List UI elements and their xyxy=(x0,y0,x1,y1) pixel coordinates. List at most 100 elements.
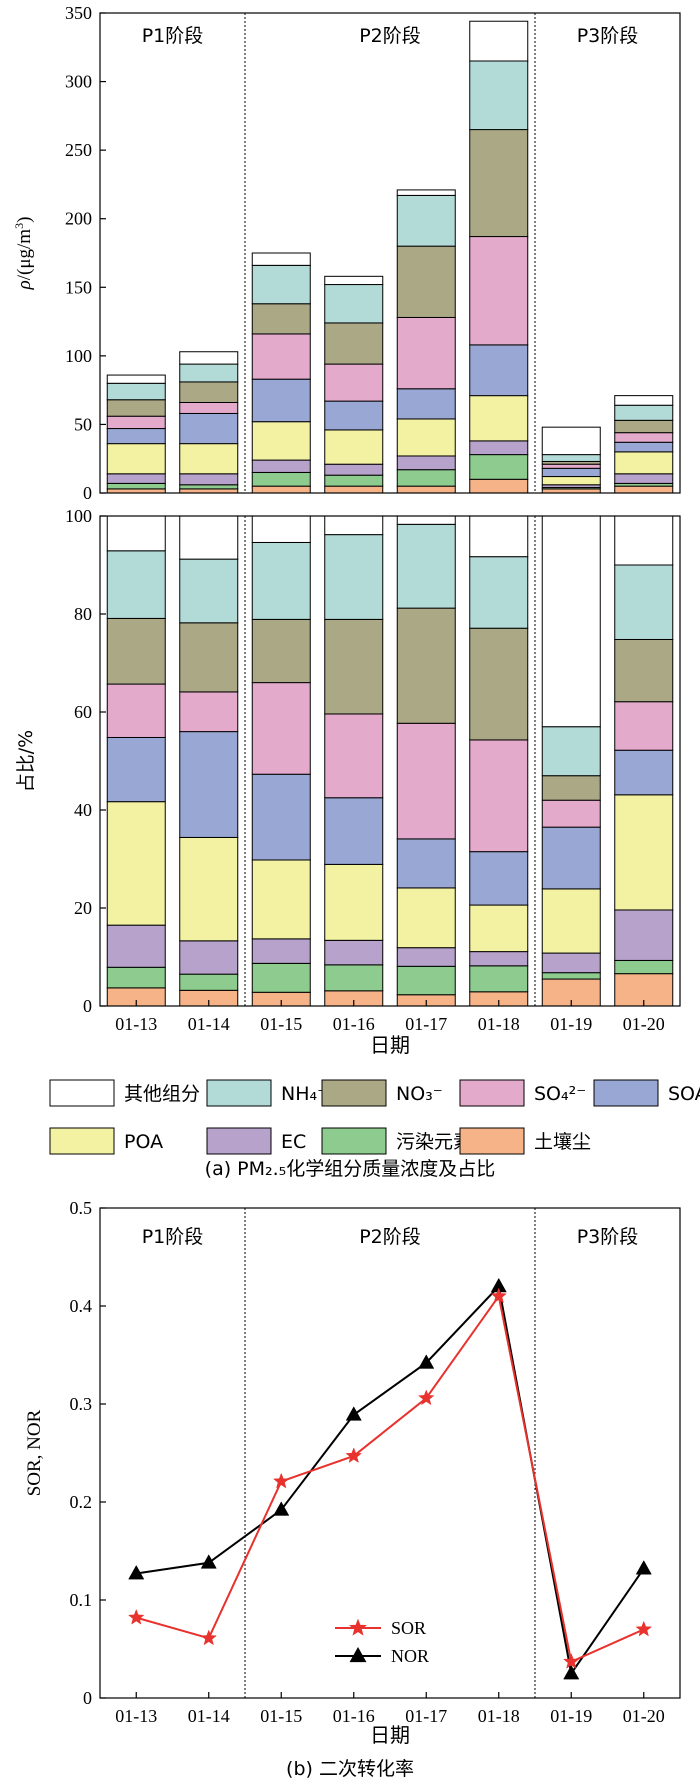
bar-segment-01-19-s2 xyxy=(541,952,601,974)
point-nor-01-16 xyxy=(345,1406,362,1421)
bar-segment-01-20-s3 xyxy=(614,451,674,475)
percentage-plot-frame xyxy=(99,515,681,1007)
legend-label: NO₃⁻ xyxy=(396,1083,443,1105)
bar-segment-01-14-s3 xyxy=(179,443,239,475)
panel-b-conversion-rate: 00.10.20.30.40.5 01-13 01-14 01-15 01-16 01-… xyxy=(24,1198,681,1747)
legend-label: POA xyxy=(124,1131,163,1153)
bar-segment-01-18-s5 xyxy=(469,236,529,346)
bar-segment-01-18-s3 xyxy=(469,395,529,442)
bar-segment-01-14-s7 xyxy=(179,558,239,624)
y-tick-label: 40 xyxy=(74,800,92,820)
bar-segment-01-16-s6 xyxy=(324,618,384,715)
bar-segment-01-18-s4 xyxy=(469,344,529,397)
bar-segment-01-15-s4 xyxy=(251,773,311,861)
bar-segment-01-14-s5 xyxy=(179,401,239,414)
bar-segment-01-18-s6 xyxy=(469,627,529,741)
bar-segment-01-13-s5 xyxy=(106,683,166,738)
bar-segment-01-17-s6 xyxy=(396,607,456,724)
bar-segment-01-19-s7 xyxy=(541,726,601,777)
bar-segment-01-19-s6 xyxy=(541,775,601,801)
point-nor-01-13 xyxy=(128,1565,145,1580)
bar-segment-01-20-s4 xyxy=(614,749,674,796)
bar-segment-01-16-s5 xyxy=(324,713,384,799)
bar-segment-01-16-s7 xyxy=(324,284,384,324)
bar-segment-01-19-s4 xyxy=(541,826,601,890)
bar-segment-01-20-s1 xyxy=(614,959,674,975)
bar-segment-01-17-s7 xyxy=(396,194,456,247)
bar-segment-01-18-s7 xyxy=(469,556,529,629)
bar-segment-01-16-s8 xyxy=(324,515,384,536)
legend-label: 土壤尘 xyxy=(534,1131,591,1153)
y-tick-label: 100 xyxy=(65,346,92,366)
bar-segment-01-13-s8 xyxy=(106,374,166,384)
bar-segment-01-14-s1 xyxy=(179,484,239,490)
bar-segment-01-15-s3 xyxy=(251,859,311,940)
bar-segment-01-16-s8 xyxy=(324,275,384,286)
percentage-x-axis: 01-13 01-14 01-15 01-16 01-17 01-18 01-19 01-20 xyxy=(115,1000,665,1034)
concentration-plot-frame xyxy=(99,12,681,494)
point-sor-01-16 xyxy=(345,1447,363,1463)
bar-segment-01-16-s0 xyxy=(324,485,384,494)
bar-segment-01-16-s6 xyxy=(324,322,384,365)
x-tick-label: 01-19 xyxy=(550,1706,592,1726)
bar-segment-01-13-s3 xyxy=(106,801,166,926)
legend-label: SOR xyxy=(391,1618,426,1638)
bar-segment-01-13-s6 xyxy=(106,399,166,417)
point-nor-01-17 xyxy=(418,1354,435,1369)
phase-label-2: P3阶段 xyxy=(577,1226,639,1248)
bar-segment-01-14-s2 xyxy=(179,940,239,975)
bar-segment-01-20-s7 xyxy=(614,404,674,421)
bar-segment-01-16-s5 xyxy=(324,363,384,402)
bar-segment-01-13-s0 xyxy=(106,488,166,494)
y-tick-label: 50 xyxy=(74,414,92,434)
bar-segment-01-14-s8 xyxy=(179,515,239,560)
bar-segment-01-18-s5 xyxy=(469,739,529,853)
x-tick-label: 01-15 xyxy=(260,1014,302,1034)
bar-segment-01-17-s1 xyxy=(396,965,456,996)
bar-segment-01-13-s7 xyxy=(106,382,166,401)
bar-segment-01-20-s2 xyxy=(614,909,674,961)
x-tick-label: 01-14 xyxy=(188,1706,230,1726)
y-tick-label: 20 xyxy=(74,898,92,918)
bar-segment-01-14-s5 xyxy=(179,691,239,733)
bar-segment-01-16-s4 xyxy=(324,400,384,431)
bar-segment-01-18-s8 xyxy=(469,20,529,62)
point-sor-01-14 xyxy=(200,1629,218,1646)
phase-label-0: P1阶段 xyxy=(142,1226,204,1248)
legend-item-item-8: 土壤尘 xyxy=(459,1127,591,1155)
point-nor-01-14 xyxy=(200,1554,217,1569)
point-nor-01-20 xyxy=(635,1560,652,1575)
bar-segment-01-14-s4 xyxy=(179,412,239,445)
bar-segment-01-19-s8 xyxy=(541,515,601,728)
bar-segment-01-14-s6 xyxy=(179,622,239,693)
x-tick-label: 01-16 xyxy=(333,1014,375,1034)
legend-swatch xyxy=(593,1079,659,1107)
legend: 其他组分 NH₄⁺ NO₃⁻ SO₄²⁻ SOA POA EC 污染元素 土壤尘 xyxy=(49,1079,700,1155)
bar-segment-01-17-s1 xyxy=(396,469,456,487)
bar-segment-01-20-s8 xyxy=(614,395,674,406)
bar-segment-01-19-s3 xyxy=(541,888,601,954)
bar-segment-01-19-s5 xyxy=(541,463,601,469)
phase-label-0: P1阶段 xyxy=(142,25,204,47)
bar-segment-01-18-s2 xyxy=(469,951,529,967)
bar-segment-01-13-s4 xyxy=(106,428,166,445)
legend-swatch xyxy=(459,1127,525,1155)
bar-segment-01-16-s1 xyxy=(324,964,384,992)
bar-segment-01-17-s5 xyxy=(396,316,456,390)
bar-segment-01-14-s7 xyxy=(179,363,239,383)
bar-segment-01-19-s8 xyxy=(541,426,601,456)
legend-label: 其他组分 xyxy=(124,1083,200,1105)
bar-segment-01-14-s0 xyxy=(179,488,239,494)
x-tick-label: 01-17 xyxy=(405,1706,447,1726)
conversion-x-axis: 01-13 01-14 01-15 01-16 01-17 01-18 01-19 01-20 xyxy=(115,1692,665,1726)
legend-label: NH₄⁺ xyxy=(281,1083,327,1105)
percentage-y-axis-label: 占比/% xyxy=(15,730,37,792)
y-tick-label: 80 xyxy=(74,604,92,624)
legend-label: 污染元素 xyxy=(396,1131,472,1153)
point-sor-01-20 xyxy=(635,1620,653,1637)
bar-segment-01-13-s8 xyxy=(106,515,166,552)
legend-swatch xyxy=(321,1127,387,1155)
bar-segment-01-17-s6 xyxy=(396,245,456,318)
x-tick-label: 01-13 xyxy=(115,1014,157,1034)
